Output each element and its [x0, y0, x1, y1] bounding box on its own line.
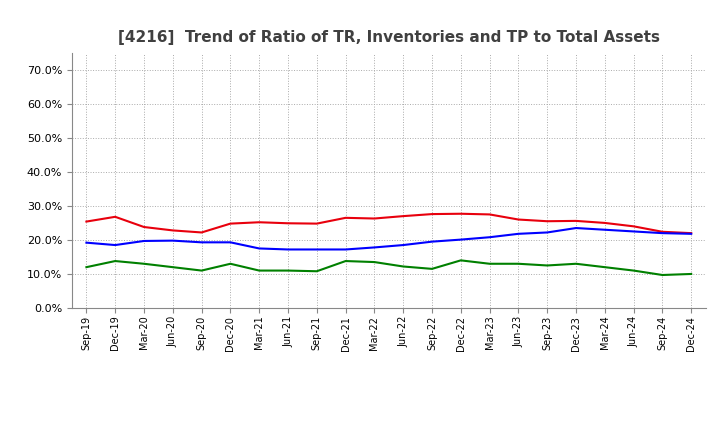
- Trade Receivables: [197, 230, 206, 235]
- Inventories: [572, 225, 580, 231]
- Inventories: [629, 229, 638, 234]
- Inventories: [82, 240, 91, 246]
- Line: Trade Payables: Trade Payables: [86, 260, 691, 275]
- Inventories: [255, 246, 264, 251]
- Inventories: [226, 240, 235, 245]
- Trade Payables: [399, 264, 408, 269]
- Trade Receivables: [687, 231, 696, 236]
- Trade Payables: [111, 258, 120, 264]
- Trade Receivables: [111, 214, 120, 220]
- Trade Receivables: [370, 216, 379, 221]
- Trade Payables: [370, 260, 379, 265]
- Trade Receivables: [629, 224, 638, 229]
- Trade Payables: [428, 266, 436, 271]
- Inventories: [111, 242, 120, 248]
- Trade Payables: [168, 264, 177, 270]
- Trade Receivables: [255, 220, 264, 225]
- Trade Receivables: [226, 221, 235, 226]
- Trade Payables: [687, 271, 696, 277]
- Trade Receivables: [140, 224, 148, 230]
- Inventories: [687, 231, 696, 236]
- Trade Payables: [82, 264, 91, 270]
- Trade Receivables: [399, 213, 408, 219]
- Inventories: [658, 231, 667, 236]
- Trade Payables: [341, 258, 350, 264]
- Trade Receivables: [168, 228, 177, 233]
- Line: Inventories: Inventories: [86, 228, 691, 249]
- Trade Payables: [456, 258, 465, 263]
- Trade Payables: [629, 268, 638, 273]
- Title: [4216]  Trend of Ratio of TR, Inventories and TP to Total Assets: [4216] Trend of Ratio of TR, Inventories…: [118, 29, 660, 45]
- Trade Payables: [226, 261, 235, 266]
- Trade Receivables: [312, 221, 321, 226]
- Trade Receivables: [543, 219, 552, 224]
- Trade Payables: [514, 261, 523, 266]
- Trade Receivables: [82, 219, 91, 224]
- Trade Payables: [197, 268, 206, 273]
- Trade Payables: [658, 272, 667, 278]
- Inventories: [197, 240, 206, 245]
- Trade Receivables: [284, 220, 292, 226]
- Trade Receivables: [514, 217, 523, 222]
- Inventories: [312, 247, 321, 252]
- Trade Payables: [140, 261, 148, 266]
- Inventories: [485, 235, 494, 240]
- Trade Payables: [255, 268, 264, 273]
- Trade Receivables: [428, 212, 436, 217]
- Inventories: [341, 247, 350, 252]
- Inventories: [399, 242, 408, 248]
- Trade Payables: [485, 261, 494, 266]
- Inventories: [370, 245, 379, 250]
- Trade Receivables: [456, 211, 465, 216]
- Inventories: [600, 227, 609, 232]
- Inventories: [514, 231, 523, 236]
- Inventories: [284, 247, 292, 252]
- Trade Payables: [312, 268, 321, 274]
- Trade Receivables: [485, 212, 494, 217]
- Inventories: [140, 238, 148, 244]
- Trade Receivables: [600, 220, 609, 226]
- Trade Receivables: [572, 218, 580, 224]
- Trade Receivables: [658, 229, 667, 235]
- Inventories: [543, 230, 552, 235]
- Trade Payables: [543, 263, 552, 268]
- Trade Payables: [600, 264, 609, 270]
- Trade Payables: [572, 261, 580, 266]
- Inventories: [456, 237, 465, 242]
- Trade Payables: [284, 268, 292, 273]
- Line: Trade Receivables: Trade Receivables: [86, 214, 691, 233]
- Inventories: [168, 238, 177, 243]
- Inventories: [428, 239, 436, 244]
- Trade Receivables: [341, 215, 350, 220]
